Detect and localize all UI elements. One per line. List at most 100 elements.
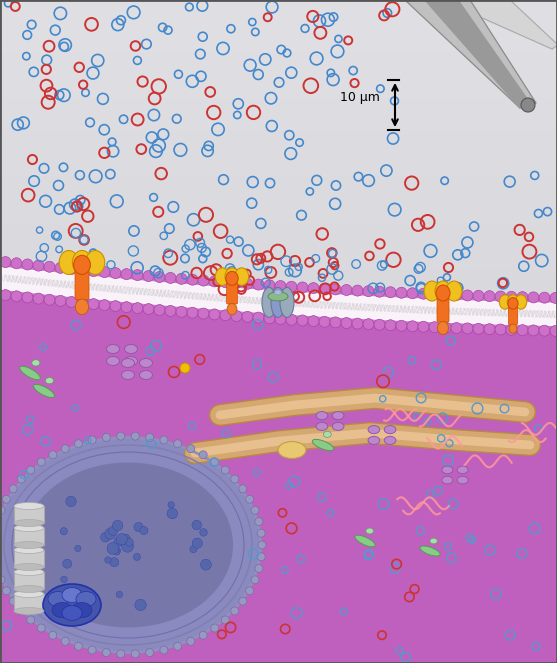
Circle shape (61, 445, 69, 453)
Circle shape (275, 314, 286, 325)
Ellipse shape (316, 412, 328, 420)
Circle shape (187, 445, 195, 453)
Circle shape (113, 520, 123, 530)
Circle shape (201, 560, 211, 570)
Ellipse shape (14, 520, 44, 526)
Circle shape (116, 591, 123, 597)
Circle shape (385, 287, 396, 298)
Circle shape (44, 294, 55, 305)
FancyBboxPatch shape (75, 271, 89, 300)
Circle shape (99, 300, 110, 311)
Ellipse shape (446, 281, 462, 301)
Circle shape (462, 290, 473, 301)
Circle shape (105, 557, 111, 563)
Circle shape (495, 324, 506, 335)
Ellipse shape (515, 295, 527, 309)
Ellipse shape (437, 322, 448, 335)
Circle shape (49, 631, 57, 639)
Circle shape (198, 308, 209, 319)
Ellipse shape (507, 295, 519, 309)
Circle shape (176, 306, 187, 318)
Circle shape (154, 304, 165, 316)
Ellipse shape (332, 412, 344, 420)
Polygon shape (425, 0, 530, 108)
Circle shape (517, 325, 528, 335)
Circle shape (114, 548, 121, 554)
Ellipse shape (355, 535, 375, 547)
Circle shape (60, 528, 67, 535)
Circle shape (550, 292, 557, 304)
Ellipse shape (215, 268, 229, 285)
Circle shape (341, 284, 352, 296)
Circle shape (258, 541, 266, 549)
Circle shape (257, 553, 265, 561)
Circle shape (429, 288, 440, 300)
Ellipse shape (430, 538, 437, 544)
Ellipse shape (72, 251, 91, 274)
Circle shape (37, 624, 45, 632)
Circle shape (363, 286, 374, 296)
Circle shape (9, 485, 17, 493)
Circle shape (473, 324, 484, 334)
Circle shape (0, 290, 11, 300)
Circle shape (33, 260, 44, 271)
Circle shape (114, 549, 120, 555)
Circle shape (440, 289, 451, 300)
Circle shape (374, 286, 385, 297)
Circle shape (418, 322, 429, 332)
Circle shape (221, 616, 229, 624)
Circle shape (110, 268, 121, 278)
Circle shape (63, 559, 72, 568)
Polygon shape (405, 0, 536, 108)
Circle shape (239, 485, 247, 493)
Circle shape (61, 637, 69, 645)
Circle shape (143, 304, 154, 314)
Ellipse shape (106, 357, 120, 365)
Circle shape (167, 509, 178, 519)
Ellipse shape (509, 324, 517, 333)
Polygon shape (0, 295, 557, 663)
Ellipse shape (14, 524, 44, 532)
Circle shape (110, 558, 119, 567)
Ellipse shape (59, 251, 79, 274)
Ellipse shape (316, 422, 328, 430)
Circle shape (539, 292, 550, 303)
Circle shape (107, 542, 119, 554)
Circle shape (286, 314, 297, 326)
Circle shape (330, 284, 341, 295)
Circle shape (200, 528, 207, 536)
Circle shape (75, 440, 82, 448)
Circle shape (116, 534, 128, 545)
Ellipse shape (457, 476, 468, 484)
Circle shape (211, 624, 219, 632)
Circle shape (352, 285, 363, 296)
Ellipse shape (32, 360, 40, 366)
Circle shape (88, 646, 96, 654)
Bar (14, 594, 44, 611)
Circle shape (22, 259, 33, 270)
Ellipse shape (33, 385, 55, 398)
Circle shape (105, 528, 116, 539)
Ellipse shape (442, 466, 453, 474)
Ellipse shape (46, 377, 53, 384)
Circle shape (539, 325, 550, 336)
Ellipse shape (312, 440, 334, 451)
Circle shape (17, 607, 25, 615)
Ellipse shape (234, 268, 249, 285)
Ellipse shape (271, 287, 285, 318)
Ellipse shape (74, 255, 90, 274)
Ellipse shape (366, 528, 374, 534)
Circle shape (17, 475, 25, 483)
Circle shape (143, 271, 154, 282)
Circle shape (363, 319, 374, 330)
FancyBboxPatch shape (437, 298, 449, 322)
Circle shape (192, 520, 202, 530)
Circle shape (495, 291, 506, 302)
Ellipse shape (225, 268, 239, 285)
Circle shape (385, 320, 396, 331)
Ellipse shape (424, 281, 440, 301)
Circle shape (66, 296, 77, 308)
Circle shape (374, 319, 385, 330)
Circle shape (134, 522, 143, 532)
Polygon shape (442, 0, 557, 49)
